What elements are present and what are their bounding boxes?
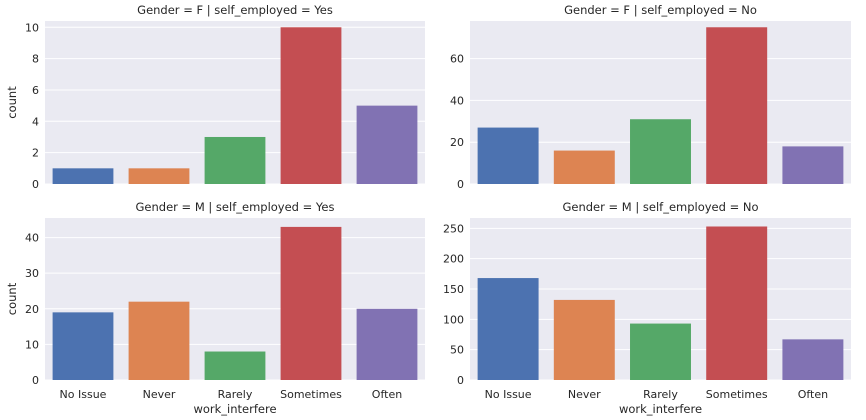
bar-rarely [204, 136, 266, 184]
x-tick-label: Sometimes [706, 388, 768, 401]
facet-title: Gender = F | self_employed = Yes [137, 3, 333, 17]
facet-title: Gender = M | self_employed = Yes [136, 200, 335, 214]
bar-rarely [630, 119, 691, 184]
bar-never [128, 301, 190, 380]
x-axis-label: work_interfere [619, 402, 702, 416]
y-axis-label: count [5, 86, 19, 119]
bar-rarely [204, 351, 266, 380]
y-tick-label: 60 [450, 53, 464, 66]
y-tick-label: 0 [32, 374, 39, 387]
bar-often [356, 105, 418, 184]
x-tick-label: Sometimes [280, 388, 342, 401]
bar-rarely [630, 323, 691, 380]
facet-title: Gender = F | self_employed = No [564, 3, 757, 17]
y-tick-label: 20 [450, 136, 464, 149]
facet-panel-2: 0 20 40 60 Gender = F | self_employed = No [450, 3, 851, 191]
y-tick-label: 100 [443, 313, 464, 326]
y-tick-label: 4 [32, 115, 39, 128]
bar-never [128, 168, 190, 184]
y-tick-label: 250 [443, 222, 464, 235]
y-tick-label: 20 [25, 303, 39, 316]
y-tick-label: 40 [25, 232, 39, 245]
facet-panel-3: 0 10 20 30 40 Gender = M | self_employed = Ye… [5, 200, 425, 416]
bar-no-issue [477, 127, 539, 184]
x-tick-label: Often [372, 388, 402, 401]
x-tick-label: No Issue [485, 388, 532, 401]
y-tick-label: 10 [25, 338, 39, 351]
x-tick-label: Never [568, 388, 601, 401]
bar-sometimes [706, 27, 768, 185]
y-tick-label: 8 [32, 53, 39, 66]
facet-panel-1: 0 2 4 6 8 10 Gender = F | self_employed = Yes c… [5, 3, 425, 191]
bar-no-issue [52, 168, 114, 184]
bar-sometimes [706, 226, 768, 380]
bar-no-issue [52, 312, 114, 380]
bar-sometimes [280, 27, 342, 185]
bar-often [782, 339, 844, 380]
bar-often [356, 308, 418, 380]
y-tick-label: 50 [450, 344, 464, 357]
y-tick-label: 200 [443, 253, 464, 266]
x-tick-label: Rarely [218, 388, 253, 401]
y-tick-label: 0 [457, 374, 464, 387]
y-tick-label: 150 [443, 283, 464, 296]
y-tick-label: 40 [450, 94, 464, 107]
x-tick-label: Rarely [643, 388, 678, 401]
bar-often [782, 146, 844, 184]
y-tick-label: 2 [32, 147, 39, 160]
bar-sometimes [280, 226, 342, 380]
bar-never [553, 150, 615, 184]
bar-never [553, 299, 615, 380]
bar-no-issue [477, 278, 539, 380]
x-tick-label: No Issue [60, 388, 107, 401]
x-tick-label: Never [143, 388, 176, 401]
y-tick-label: 6 [32, 84, 39, 97]
y-tick-label: 0 [32, 178, 39, 191]
y-tick-label: 0 [457, 178, 464, 191]
x-axis-label: work_interfere [193, 402, 276, 416]
y-tick-label: 10 [25, 21, 39, 34]
x-tick-label: Often [798, 388, 828, 401]
y-axis-label: count [5, 282, 19, 315]
facet-panel-4: 0 50 100 150 200 250 Gender = M | self_employe… [443, 200, 851, 416]
facet-title: Gender = M | self_employed = No [562, 200, 758, 214]
y-tick-label: 30 [25, 267, 39, 280]
